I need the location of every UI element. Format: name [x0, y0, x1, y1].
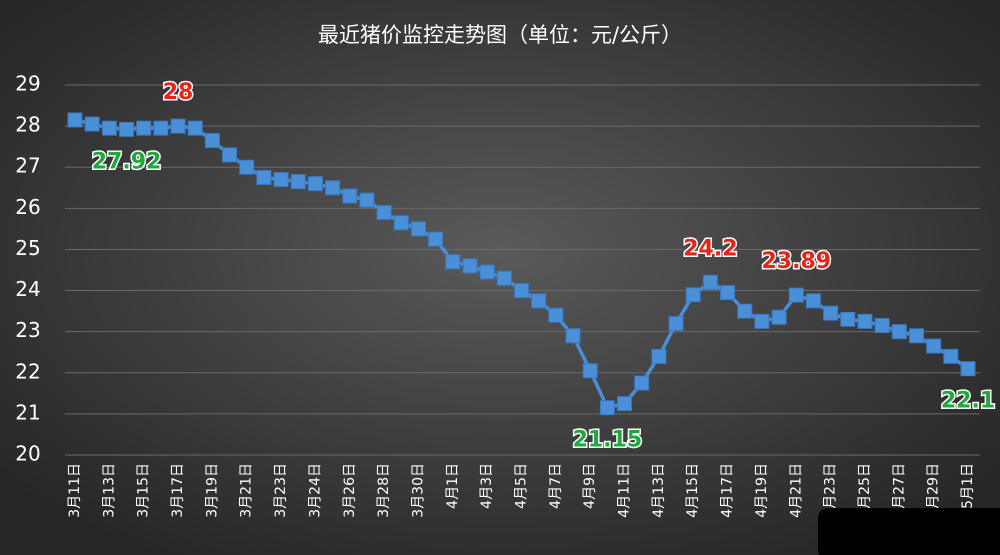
x-tick-label: 4月11日 — [617, 463, 633, 518]
chart-title: 最近猪价监控走势图（单位：元/公斤） — [318, 23, 682, 47]
point — [376, 204, 392, 220]
x-tick-label: 4月3日 — [479, 463, 495, 509]
y-tick-label: 21 — [15, 400, 40, 424]
point — [531, 293, 547, 309]
point — [204, 133, 220, 148]
point — [359, 192, 375, 208]
point — [582, 363, 598, 379]
y-tick-label: 24 — [15, 277, 40, 301]
y-tick-label: 29 — [15, 72, 40, 96]
point — [720, 285, 736, 301]
point — [101, 120, 117, 136]
point — [599, 400, 615, 416]
point — [857, 313, 873, 329]
data-label: 22.1 — [941, 389, 995, 414]
point — [685, 287, 701, 303]
point — [479, 264, 495, 280]
data-label: 23.89 — [761, 249, 831, 274]
point — [548, 307, 564, 323]
point — [153, 120, 169, 136]
x-tick-label: 5月1日 — [960, 463, 976, 509]
x-tick-label: 3月28日 — [376, 463, 392, 518]
y-tick-label: 20 — [15, 442, 40, 466]
point — [771, 309, 787, 325]
x-tick-label: 3月11日 — [67, 463, 83, 518]
point — [737, 303, 753, 319]
point — [514, 283, 529, 299]
point — [410, 221, 426, 237]
point — [273, 172, 289, 188]
y-tick-label: 27 — [15, 154, 40, 178]
point — [170, 118, 186, 134]
x-tick-label: 4月19日 — [754, 463, 770, 518]
point — [702, 274, 718, 290]
x-tick-label: 4月17日 — [720, 463, 736, 518]
point — [668, 315, 684, 331]
point — [943, 348, 959, 364]
x-tick-label: 4月27日 — [891, 463, 907, 518]
point — [462, 258, 478, 274]
x-tick-label: 3月30日 — [410, 463, 426, 518]
point — [136, 120, 152, 136]
y-tick-label: 25 — [15, 236, 40, 260]
point — [891, 324, 907, 340]
point — [634, 375, 650, 391]
point — [840, 311, 856, 327]
x-tick-label: 3月15日 — [136, 463, 152, 518]
x-tick-label: 4月23日 — [823, 463, 839, 518]
x-tick-label: 4月1日 — [445, 463, 461, 509]
point — [874, 318, 890, 333]
point — [428, 231, 444, 247]
x-tick-label: 4月5日 — [514, 463, 530, 509]
x-tick-label: 3月23日 — [273, 463, 289, 518]
point — [445, 254, 461, 270]
point — [256, 170, 272, 185]
point — [496, 270, 512, 286]
point — [788, 287, 804, 303]
x-tick-label: 3月21日 — [239, 463, 255, 518]
point — [325, 180, 341, 196]
y-tick-label: 22 — [15, 359, 40, 383]
point — [908, 328, 924, 344]
point — [960, 361, 976, 377]
y-tick-label: 26 — [15, 195, 40, 219]
point — [651, 348, 667, 364]
x-tick-label: 4月29日 — [926, 463, 942, 518]
x-tick-label: 3月17日 — [170, 463, 186, 518]
x-tick-label: 4月21日 — [788, 463, 804, 518]
cover-box — [818, 508, 1000, 555]
data-label: 28 — [163, 80, 194, 105]
point — [187, 120, 203, 136]
point — [67, 112, 83, 128]
x-tick-label: 4月9日 — [582, 463, 598, 509]
point — [342, 188, 358, 204]
point — [119, 121, 135, 137]
x-tick-label: 3月13日 — [101, 463, 117, 518]
x-tick-label: 3月26日 — [342, 463, 358, 518]
x-tick-label: 4月7日 — [548, 463, 564, 509]
point — [805, 293, 821, 309]
point — [290, 174, 306, 190]
point — [393, 215, 409, 231]
x-tick-label: 3月24日 — [307, 463, 323, 518]
point — [239, 159, 255, 175]
x-tick-label: 4月15日 — [685, 463, 701, 518]
point — [565, 328, 581, 344]
point — [84, 116, 100, 132]
point — [754, 313, 770, 329]
data-label: 27.92 — [92, 149, 162, 174]
point — [307, 176, 323, 192]
x-tick-label: 4月13日 — [651, 463, 667, 518]
point — [617, 396, 633, 412]
point — [222, 147, 238, 163]
y-tick-label: 23 — [15, 318, 40, 342]
data-label: 21.15 — [573, 428, 643, 453]
point — [823, 305, 839, 321]
x-tick-label: 4月25日 — [857, 463, 873, 518]
x-tick-label: 3月19日 — [204, 463, 220, 518]
point — [926, 338, 942, 354]
data-label: 24.2 — [683, 236, 737, 261]
y-tick-label: 28 — [15, 113, 40, 137]
